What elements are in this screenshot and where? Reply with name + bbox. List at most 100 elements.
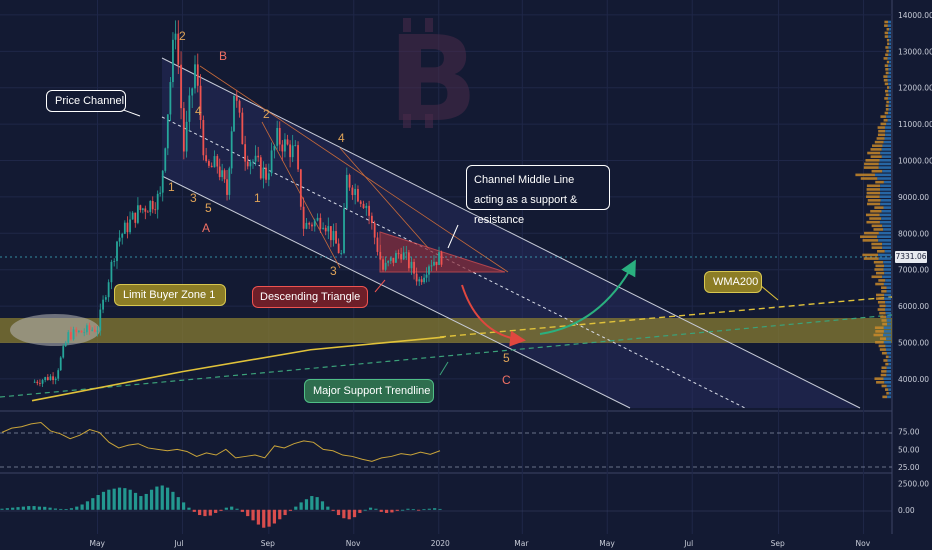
volume-profile-bar: [885, 53, 889, 57]
macd-bar: [347, 509, 351, 520]
wave-label: C: [502, 373, 511, 387]
macd-bar: [208, 509, 212, 516]
volume-profile-bar: [870, 209, 882, 213]
candle-body: [343, 208, 345, 254]
volume-profile-bar: [885, 300, 891, 304]
macd-bar: [219, 509, 223, 511]
macd-bar: [401, 509, 405, 511]
callout-price-channel[interactable]: Price Channel: [46, 90, 126, 112]
volume-profile-bar: [864, 162, 879, 166]
callout-descending-triangle[interactable]: Descending Triangle: [252, 286, 368, 308]
volume-profile-bar: [887, 322, 891, 326]
channel-lower-line[interactable]: [161, 175, 631, 409]
candle-body: [62, 346, 65, 358]
callout-limit-buyer-zone[interactable]: Limit Buyer Zone 1: [114, 284, 226, 306]
candle-body: [276, 127, 279, 146]
candles[interactable]: [33, 20, 443, 388]
candle-body: [208, 161, 210, 166]
macd-bar: [171, 491, 175, 510]
volume-profile-bar: [878, 162, 891, 166]
volume-profile-bar: [875, 264, 885, 268]
price-tick-label: 12000.00: [898, 84, 932, 93]
volume-profile-bar: [881, 351, 887, 355]
price-tick-label: 5000.00: [898, 338, 929, 347]
macd-bar: [27, 506, 31, 510]
rsi-line[interactable]: [1, 421, 441, 462]
candle-body: [322, 227, 325, 229]
price-axis[interactable]: 4000.00 5000.00 6000.00 7000.00 8000.00 9000.…: [898, 11, 932, 515]
wave-label: 5: [503, 351, 510, 365]
callout-wma200[interactable]: WMA200: [704, 271, 762, 293]
macd-bar: [224, 507, 228, 510]
volume-profile-bar: [889, 42, 891, 46]
time-tick-label: Nov: [346, 539, 361, 548]
price-tick-label: 9000.00: [898, 193, 929, 202]
candle-body: [75, 329, 78, 333]
volume-profile-bar: [862, 239, 879, 242]
callout-major-support-trendline[interactable]: Major Support Trendline: [304, 379, 434, 403]
rsi-tick-label: 25.00: [898, 463, 920, 472]
time-tick-label: Sep: [261, 539, 275, 548]
candle-body: [278, 127, 281, 145]
volume-profile-bar: [886, 337, 891, 340]
candle-body: [373, 222, 376, 238]
volume-profile-bar: [863, 257, 879, 260]
channel-upper-line[interactable]: [161, 57, 861, 409]
volume-profile-bar: [879, 220, 891, 224]
macd-bar: [331, 509, 335, 511]
macd-pane[interactable]: [0, 474, 892, 534]
volume-profile-bar: [875, 271, 885, 275]
candle-body: [144, 208, 147, 212]
wma200-line[interactable]: [31, 336, 445, 402]
candle-body: [85, 325, 88, 333]
limit-buyer-zone[interactable]: [0, 318, 892, 343]
volume-profile-bar: [883, 118, 888, 122]
time-axis[interactable]: May Jul Sep Nov 2020 Mar May Jul Sep Nov: [89, 539, 870, 548]
volume-profile-bar: [886, 290, 891, 293]
volume-profile-bar: [869, 217, 882, 220]
candle-body: [284, 139, 286, 152]
macd-bar: [262, 509, 266, 528]
volume-profile-bar: [886, 122, 891, 126]
candle-body: [113, 261, 116, 262]
candle-body: [156, 193, 159, 210]
wave-label: 3: [190, 191, 197, 205]
time-tick-label: Jul: [173, 539, 183, 548]
volume-profile-bar: [882, 224, 891, 228]
volume-profile-bar: [886, 100, 889, 104]
candle-body: [91, 329, 94, 331]
macd-bar: [198, 509, 202, 516]
macd-histogram[interactable]: [0, 485, 442, 528]
volume-profile-bar: [884, 297, 891, 300]
volume-profile-bar: [887, 118, 891, 122]
macd-bar: [37, 506, 41, 510]
volume-profile-bar: [887, 75, 891, 78]
volume-profile-bar: [884, 35, 889, 38]
volume-profile-bar: [866, 195, 880, 199]
volume-profile-bar: [885, 68, 889, 71]
candle-body: [433, 261, 435, 266]
candle-body: [305, 222, 308, 229]
candle-body: [400, 254, 403, 260]
volume-profile-bar: [883, 78, 888, 82]
volume-profile-bar: [886, 366, 891, 370]
volume-profile-bar: [886, 27, 890, 31]
volume-profile-bar: [883, 330, 891, 333]
callout-channel-middle-line[interactable]: Channel Middle Line acting as a support …: [466, 165, 610, 226]
candle-body: [196, 64, 199, 86]
rsi-pane[interactable]: [0, 412, 892, 472]
volume-profile-bar: [867, 202, 881, 206]
candle-body: [161, 170, 164, 193]
wave-label: 4: [338, 131, 345, 145]
candle-body: [33, 381, 36, 383]
candle-body: [311, 224, 313, 227]
volume-profile-bar: [883, 359, 888, 362]
macd-bar: [187, 507, 191, 510]
candle-body: [202, 120, 205, 156]
candle-body: [262, 167, 265, 179]
candle-body: [102, 299, 104, 310]
volume-profile-bar: [860, 235, 878, 239]
volume-profile-bar: [886, 373, 891, 377]
